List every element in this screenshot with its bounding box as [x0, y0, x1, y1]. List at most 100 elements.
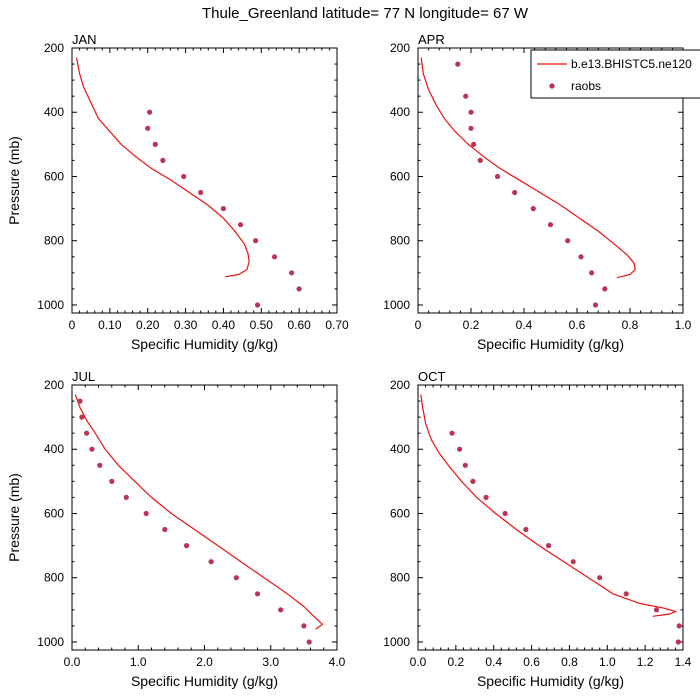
raob-point [253, 238, 259, 244]
model-profile-line [420, 57, 636, 279]
y-tick-label: 800 [390, 571, 410, 585]
raob-point [198, 189, 204, 196]
x-tick-label: 0.70 [325, 318, 349, 332]
raob-point [181, 173, 187, 180]
x-axis-label: Specific Humidity (g/kg) [131, 673, 278, 689]
x-tick-label: 1.0 [130, 655, 147, 669]
x-tick-label: 0.10 [98, 318, 122, 332]
x-tick-label: 0 [69, 318, 76, 332]
y-tick-label: 200 [390, 378, 410, 392]
y-tick-label: 400 [44, 105, 64, 119]
raob-point [463, 93, 469, 99]
x-tick-label: 0.50 [250, 318, 274, 332]
raob-point [289, 270, 295, 276]
x-tick-label: 0.4 [516, 318, 533, 332]
x-tick-label: 1.0 [675, 318, 692, 332]
raob-point [471, 141, 477, 147]
panel-apr: APR 0 0.2 0.4 0.6 0.8 1.0 200 400 600 800 1000 Speci… [383, 32, 691, 352]
raob-point [675, 639, 681, 645]
y-tick-label: 600 [390, 506, 410, 520]
x-tick-label: 0.0 [410, 655, 427, 669]
y-tick-label: 1000 [383, 298, 410, 312]
y-tick-label: 800 [44, 234, 64, 248]
raob-point [162, 526, 168, 533]
y-tick-label: 400 [44, 442, 64, 456]
y-tick-label: 400 [390, 442, 410, 456]
raob-point [97, 462, 103, 468]
x-tick-label: 0.8 [622, 318, 639, 332]
raob-point [306, 639, 312, 645]
raob-point [233, 575, 239, 581]
raob-point [468, 109, 474, 115]
raob-point [89, 446, 95, 452]
raob-point [152, 141, 158, 147]
x-tick-label: 0.30 [174, 318, 198, 332]
x-tick-label: 4.0 [329, 655, 346, 669]
raob-point [278, 607, 284, 613]
raob-point [546, 543, 552, 549]
raob-point [449, 430, 455, 436]
raob-point [160, 157, 166, 163]
raob-point [623, 591, 629, 597]
raob-point [468, 125, 474, 131]
model-profile-line [420, 394, 678, 617]
y-tick-label: 200 [44, 378, 64, 392]
x-tick-label: 0.4 [485, 655, 502, 669]
raob-point [147, 109, 153, 115]
x-tick-label: 0.8 [561, 655, 578, 669]
panel-jul: JUL 0.0 1.0 2.0 3.0 4.0 200 400 600 800 1000 Specif… [6, 369, 346, 689]
raob-point [84, 430, 90, 436]
raob-point [271, 254, 278, 260]
raob-point [77, 398, 83, 404]
panel-label: OCT [418, 369, 446, 384]
raob-point [254, 302, 261, 308]
panel-label: APR [418, 32, 445, 47]
y-tick-label: 600 [44, 506, 64, 520]
raob-point [578, 254, 584, 260]
plot-frame [71, 47, 338, 314]
legend: b.e13.BHISTC5.ne120 raobs [530, 49, 700, 99]
legend-label: b.e13.BHISTC5.ne120 [571, 57, 692, 71]
x-tick-label: 1.0 [599, 655, 616, 669]
raob-point [512, 189, 518, 196]
raob-point [547, 222, 554, 228]
model-profile-line [74, 394, 324, 630]
plot-frame [417, 384, 684, 651]
raob-point [109, 478, 115, 484]
panel-oct: OCT 0.0 0.2 0.4 0.6 0.8 1.0 1.2 1.4 200 400 600 800 1… [383, 369, 691, 689]
x-tick-label: 0 [415, 318, 422, 332]
raob-point [145, 125, 151, 131]
plot-frame [417, 47, 684, 314]
y-tick-label: 600 [390, 169, 410, 183]
raob-point [301, 623, 307, 629]
x-tick-label: 2.0 [196, 655, 213, 669]
raob-point [589, 270, 595, 276]
raob-point [457, 446, 463, 452]
x-tick-label: 1.4 [675, 655, 692, 669]
raob-point [462, 462, 468, 468]
raob-point [123, 494, 129, 500]
y-tick-label: 1000 [383, 635, 410, 649]
y-tick-label: 200 [390, 41, 410, 55]
y-tick-label: 800 [44, 571, 64, 585]
x-axis-label: Specific Humidity (g/kg) [477, 336, 624, 352]
y-tick-label: 1000 [37, 298, 64, 312]
x-axis-label: Specific Humidity (g/kg) [477, 673, 624, 689]
raob-point [208, 559, 214, 565]
raob-point [254, 591, 261, 597]
raob-point [530, 206, 536, 212]
raob-point [220, 206, 226, 212]
raob-point [602, 286, 608, 292]
raob-point [523, 526, 529, 533]
raob-point [143, 510, 149, 517]
x-tick-label: 0.2 [448, 655, 465, 669]
legend-marker-swatch [549, 83, 555, 89]
panel-jan: JAN 0 0.10 0.20 0.30 0.40 0.50 0.60 0.70 200 400 60… [6, 32, 349, 352]
legend-box [530, 49, 700, 99]
y-tick-label: 400 [390, 105, 410, 119]
panel-label: JUL [72, 369, 95, 384]
raob-point [296, 286, 302, 292]
y-axis-label: Pressure (mb) [6, 473, 22, 562]
